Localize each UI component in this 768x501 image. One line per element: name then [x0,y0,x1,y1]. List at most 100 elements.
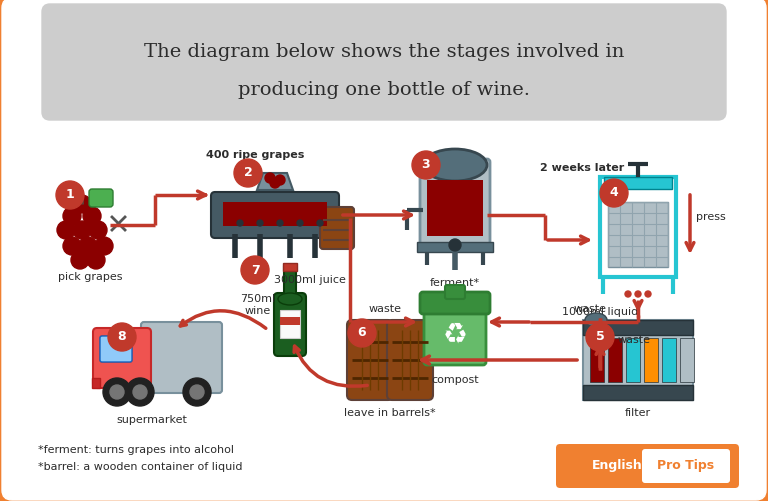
Text: 6: 6 [358,327,366,340]
Text: 750ml
wine: 750ml wine [240,294,276,316]
Circle shape [234,159,262,187]
Circle shape [183,378,211,406]
Circle shape [449,239,461,251]
FancyBboxPatch shape [642,449,730,483]
Polygon shape [257,173,293,190]
FancyBboxPatch shape [42,4,726,120]
Bar [644,338,658,382]
Text: waste: waste [574,304,607,314]
Text: waste: waste [369,304,402,314]
Ellipse shape [585,313,607,327]
Circle shape [71,251,89,269]
Bar [284,267,296,299]
FancyBboxPatch shape [89,189,113,207]
Bar [280,317,300,325]
Circle shape [83,207,101,225]
Circle shape [79,237,97,255]
Circle shape [275,175,285,185]
Circle shape [73,195,91,213]
FancyBboxPatch shape [420,292,490,314]
Circle shape [73,221,91,239]
Circle shape [56,181,84,209]
Circle shape [133,385,147,399]
Circle shape [348,319,376,347]
FancyBboxPatch shape [320,207,354,249]
Circle shape [412,151,440,179]
Circle shape [241,256,269,284]
FancyBboxPatch shape [387,320,433,400]
Circle shape [87,251,105,269]
Circle shape [625,291,631,297]
Bar [583,320,693,400]
Text: *barrel: a wooden container of liquid: *barrel: a wooden container of liquid [38,462,243,472]
Circle shape [95,237,113,255]
FancyBboxPatch shape [100,336,132,362]
Text: pick grapes: pick grapes [58,272,122,282]
Text: producing one bottle of wine.: producing one bottle of wine. [238,81,530,99]
Bar [583,385,693,400]
Circle shape [265,173,275,183]
Bar [604,177,672,189]
Circle shape [317,220,323,226]
Circle shape [103,378,131,406]
Text: 1000ml liquid: 1000ml liquid [562,307,638,317]
Text: 1: 1 [65,188,74,201]
Text: 8: 8 [118,331,126,344]
Circle shape [63,237,81,255]
Ellipse shape [278,293,302,305]
Circle shape [237,220,243,226]
Bar [626,338,640,382]
Text: waste: waste [618,335,651,345]
Text: The diagram below shows the stages involved in: The diagram below shows the stages invol… [144,43,624,61]
FancyBboxPatch shape [420,159,490,245]
Ellipse shape [423,149,487,181]
Circle shape [586,323,614,351]
Bar [680,338,694,382]
Circle shape [635,291,641,297]
Circle shape [257,220,263,226]
FancyBboxPatch shape [93,328,151,388]
Circle shape [89,221,107,239]
Bar [92,378,100,388]
Bar [223,202,327,226]
Text: ferment*: ferment* [430,278,480,288]
Text: English: English [591,459,642,472]
Text: 2 weeks later: 2 weeks later [540,163,624,173]
Text: Pro Tips: Pro Tips [657,459,714,472]
Circle shape [645,291,651,297]
Bar [583,320,693,335]
Circle shape [63,207,81,225]
FancyBboxPatch shape [556,444,739,488]
FancyBboxPatch shape [424,304,486,365]
Text: filter: filter [625,408,651,418]
Circle shape [277,220,283,226]
FancyBboxPatch shape [100,336,132,362]
Circle shape [108,323,136,351]
Text: 4: 4 [610,186,618,199]
Bar [608,338,622,382]
Circle shape [110,385,124,399]
Text: 3000ml juice: 3000ml juice [274,275,346,285]
Text: press: press [696,212,726,222]
Circle shape [57,221,75,239]
Text: supermarket: supermarket [117,415,187,425]
Text: ♻: ♻ [442,321,468,349]
Bar [283,263,297,271]
Bar [662,338,676,382]
Text: *ferment: turns grapes into alcohol: *ferment: turns grapes into alcohol [38,445,234,455]
Text: 400 ripe grapes: 400 ripe grapes [206,150,304,160]
Bar [280,310,300,338]
Circle shape [270,178,280,188]
Text: 5: 5 [596,331,604,344]
Bar [590,338,604,382]
Text: leave in barrels*: leave in barrels* [344,408,435,418]
Bar [427,180,483,236]
FancyBboxPatch shape [211,192,339,238]
Circle shape [297,220,303,226]
Circle shape [190,385,204,399]
Text: compost: compost [431,375,478,385]
Bar [600,177,676,277]
FancyBboxPatch shape [141,322,222,393]
Circle shape [600,179,628,207]
FancyBboxPatch shape [274,293,306,356]
